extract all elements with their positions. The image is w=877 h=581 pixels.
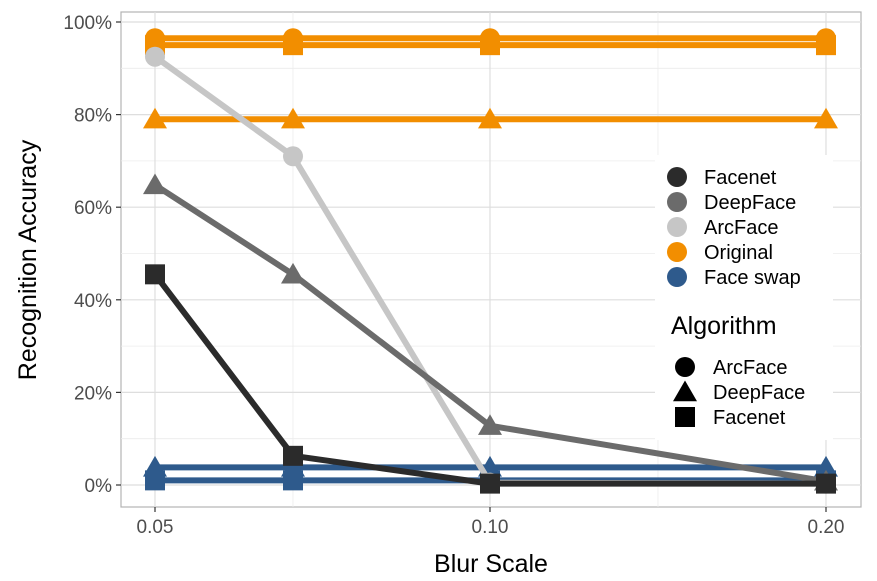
legend-shape-swatch xyxy=(673,380,697,402)
legend-color-swatch xyxy=(667,167,687,187)
y-tick-label: 80% xyxy=(74,106,112,127)
y-tick-label: 40% xyxy=(74,291,112,312)
data-point xyxy=(281,262,305,284)
data-point xyxy=(145,264,165,285)
data-point xyxy=(480,35,500,56)
data-point xyxy=(143,107,167,129)
legend-color-swatch xyxy=(667,242,687,262)
data-point xyxy=(281,107,305,129)
legend-color-swatch xyxy=(667,192,687,212)
data-point xyxy=(283,470,303,491)
series-line xyxy=(153,182,827,485)
y-tick-label: 20% xyxy=(74,383,112,404)
legend-color-label: Original xyxy=(704,242,773,264)
data-point xyxy=(283,35,303,56)
data-point xyxy=(480,473,500,494)
data-point xyxy=(145,470,165,491)
legend-color-label: ArcFace xyxy=(704,217,778,239)
data-point xyxy=(283,445,303,466)
legend-shape-swatch xyxy=(675,357,695,377)
series-facenet xyxy=(145,264,836,494)
x-axis-title: Blur Scale xyxy=(434,550,548,578)
data-point xyxy=(478,414,502,435)
legend-color-swatch xyxy=(667,217,687,237)
legend-shape-title: Algorithm xyxy=(671,312,777,340)
y-tick-label: 0% xyxy=(85,476,113,497)
legend-shape-label: DeepFace xyxy=(713,382,805,404)
legend-color-label: Face swap xyxy=(704,267,801,289)
legend-color-label: DeepFace xyxy=(704,192,796,214)
x-tick-label: 0.10 xyxy=(472,517,509,538)
x-axis-ticks: 0.05 0.10 0.20 xyxy=(137,507,845,538)
data-point xyxy=(814,107,838,129)
legend-shape-label: ArcFace xyxy=(713,357,787,379)
legend-color-swatch xyxy=(667,267,687,287)
y-tick-label: 100% xyxy=(63,13,112,34)
series-original-deepface xyxy=(143,107,838,129)
series-line xyxy=(152,272,826,487)
x-tick-label: 0.05 xyxy=(137,517,174,538)
y-axis-ticks: 0% 20% 40% 60% 80% 100% xyxy=(63,13,121,497)
data-point xyxy=(816,35,836,56)
y-tick-label: 60% xyxy=(74,198,112,219)
y-axis-title: Recognition Accuracy xyxy=(14,139,42,380)
data-point xyxy=(478,107,502,129)
data-point xyxy=(816,473,836,494)
legend: Facenet DeepFace ArcFace Original Face swap A… xyxy=(655,155,833,440)
legend-color-label: Facenet xyxy=(704,167,777,189)
series-layer xyxy=(143,28,838,494)
legend-shape-label: Facenet xyxy=(713,407,786,429)
data-point xyxy=(145,46,165,67)
data-point xyxy=(143,173,167,195)
legend-shape-swatch xyxy=(675,407,695,427)
x-tick-label: 0.20 xyxy=(808,517,845,538)
data-point xyxy=(283,146,303,167)
